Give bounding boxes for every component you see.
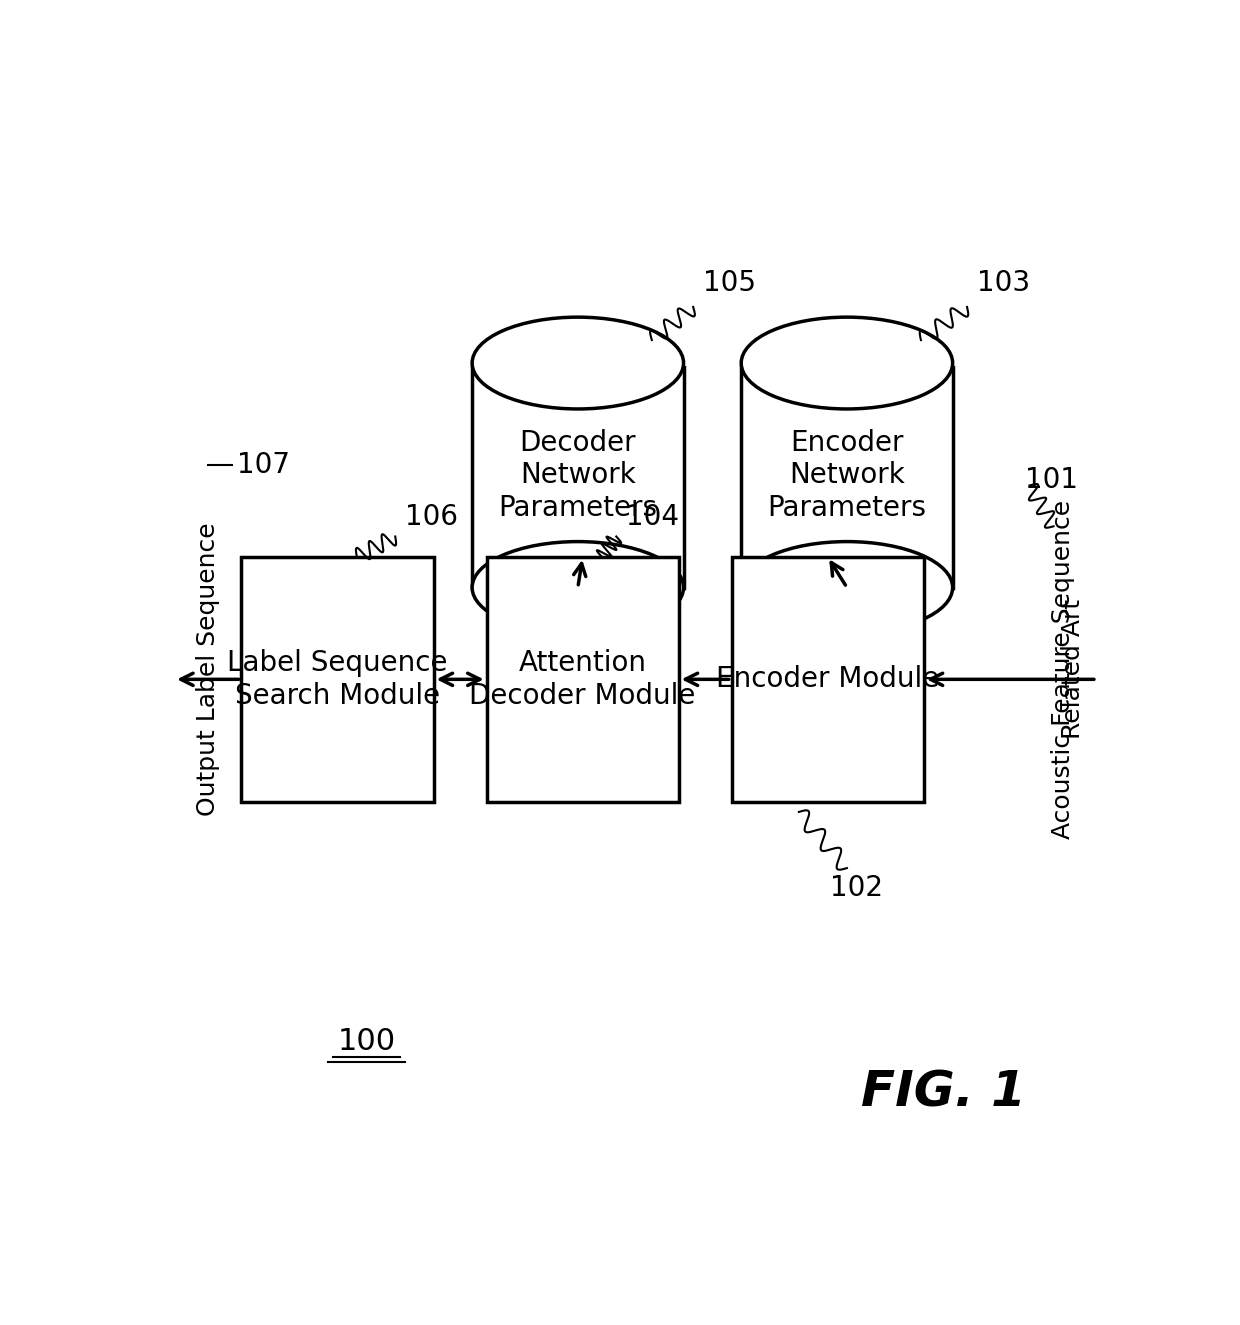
Text: 107: 107 [237, 451, 290, 480]
Text: 100: 100 [337, 1027, 396, 1056]
Text: 104: 104 [626, 504, 678, 531]
Bar [732, 556, 924, 802]
Text: FIG. 1: FIG. 1 [861, 1068, 1025, 1117]
Bar [472, 363, 683, 587]
Ellipse shape [742, 542, 952, 633]
Bar [742, 363, 952, 587]
Text: Attention
Decoder Module: Attention Decoder Module [470, 649, 696, 709]
Text: Acoustic Feature Sequence: Acoustic Feature Sequence [1052, 500, 1075, 839]
Bar [242, 556, 434, 802]
Bar [486, 556, 678, 802]
Text: 103: 103 [977, 269, 1029, 297]
Text: Output Label Sequence: Output Label Sequence [196, 522, 219, 816]
Text: 101: 101 [1024, 466, 1078, 494]
Text: 105: 105 [703, 269, 755, 297]
Ellipse shape [472, 317, 683, 409]
Text: Encoder Module: Encoder Module [715, 665, 940, 693]
Text: Encoder
Network
Parameters: Encoder Network Parameters [768, 429, 926, 522]
Text: Related Art: Related Art [1060, 599, 1085, 739]
Text: Label Sequence
Search Module: Label Sequence Search Module [227, 649, 448, 709]
Ellipse shape [472, 542, 683, 633]
Text: 102: 102 [830, 874, 883, 902]
Text: Decoder
Network
Parameters: Decoder Network Parameters [498, 429, 657, 522]
Ellipse shape [742, 317, 952, 409]
Text: 106: 106 [404, 504, 458, 531]
